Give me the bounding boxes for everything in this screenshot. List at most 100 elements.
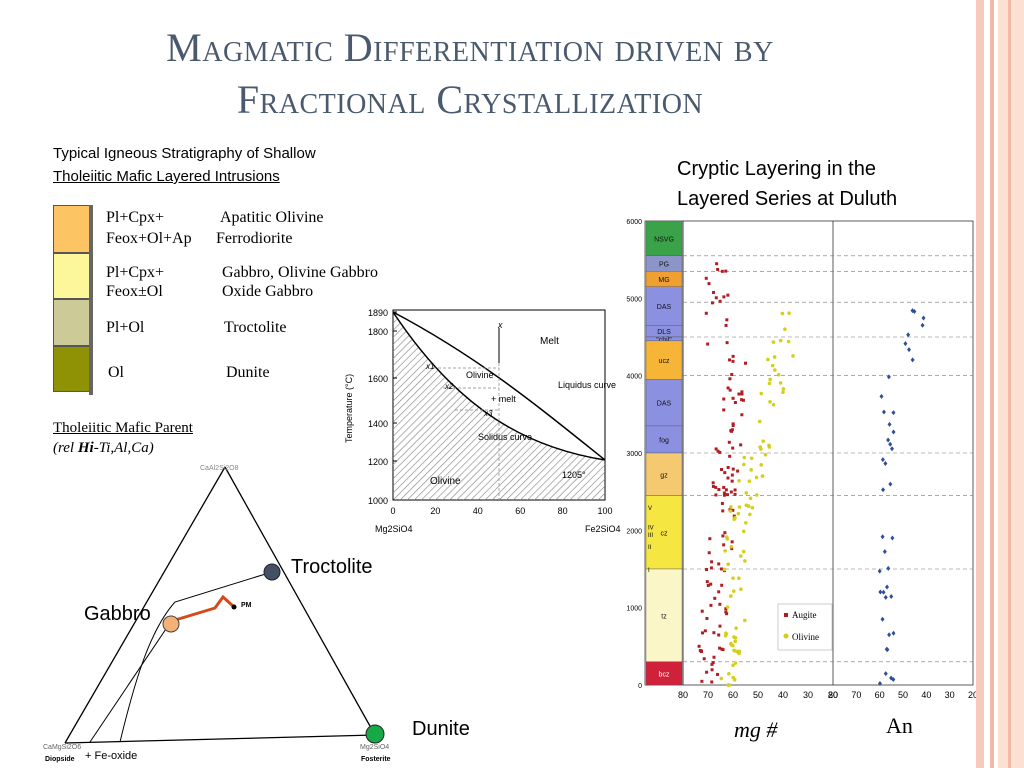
augite-point (712, 631, 716, 635)
augite-point (713, 596, 717, 600)
phase-y-tick: 1200 (368, 457, 388, 467)
olivine-point (749, 456, 754, 461)
duluth-unit: ucz (645, 340, 683, 380)
an-point (891, 429, 896, 435)
augite-point (731, 446, 735, 450)
zone-roman-label: II (648, 545, 652, 551)
zone-roman-label: III (648, 533, 653, 539)
layer1-rock-2: Ferrodiorite (216, 230, 293, 247)
troctolite-label: Troctolite (291, 556, 373, 578)
olivine-point (729, 545, 734, 549)
augite-point (702, 657, 706, 661)
olivine-point (724, 632, 729, 636)
an-point (888, 481, 893, 487)
an-point (880, 616, 885, 622)
augite-point (731, 359, 735, 363)
legend-olivine-swatch (783, 633, 789, 639)
augite-point (730, 540, 734, 544)
olivine-point (768, 399, 772, 404)
troctolite-point (263, 563, 281, 581)
augite-point (712, 655, 716, 659)
title-line-2: Fractional Crystallization (236, 77, 704, 122)
augite-point (710, 560, 714, 564)
phase-x-tick: 40 (473, 506, 483, 516)
augite-point (705, 670, 709, 674)
augite-point (743, 361, 747, 365)
augite-point (718, 299, 722, 303)
augite-point (730, 547, 734, 551)
olivine-point (734, 626, 738, 630)
x1-label: x1 (425, 362, 434, 371)
svg-text:gz: gz (660, 472, 668, 479)
olivine-point (728, 509, 733, 513)
olivine-point (723, 549, 727, 553)
augite-point (730, 473, 734, 477)
augite-point (714, 296, 718, 300)
stratigraphy-heading-2: Tholeiitic Mafic Layered Intrusions (53, 168, 280, 185)
augite-point (714, 485, 718, 489)
olivine-point (748, 496, 753, 501)
dunite-label: Dunite (412, 718, 470, 740)
an-point (907, 347, 912, 353)
augite-point (722, 295, 726, 299)
an-point (906, 332, 911, 338)
ternary-top-label: CaAl2Si2O8 (200, 465, 239, 472)
olivine-point (736, 511, 741, 516)
augite-point (724, 323, 728, 327)
an-point (921, 315, 926, 321)
duluth-horizontal-lines (683, 255, 973, 663)
an-point (883, 671, 888, 677)
olivine-point (744, 521, 748, 525)
olivine-point (754, 493, 759, 497)
augite-point (712, 290, 716, 294)
olivine-point (791, 354, 795, 358)
an-tick: 40 (921, 690, 931, 700)
an-point (882, 549, 887, 555)
x-right-endmember: Fe2SiO4 (585, 524, 621, 534)
an-point (880, 534, 885, 540)
duluth-unit: gz (645, 452, 683, 496)
augite-point (711, 481, 715, 485)
decor-stripe-3 (998, 0, 1024, 768)
an-tick: 70 (851, 690, 861, 700)
phase-x-tick: 0 (390, 506, 395, 516)
an-tick: 50 (898, 690, 908, 700)
olivine-point (772, 355, 777, 359)
augite-point (718, 624, 722, 628)
mg-tick: 40 (778, 690, 788, 700)
augite-point (718, 602, 722, 606)
olivine-series (719, 311, 795, 687)
olivine-point (749, 468, 753, 472)
svg-text:DAS: DAS (657, 304, 672, 311)
an-point (890, 535, 895, 541)
olivine-point (759, 463, 764, 467)
duluth-units: NSVG PG MG DAS DLS"chil" ucz DAS fog gz cz tz bcz V I… (645, 220, 683, 686)
mg-tick: 30 (803, 690, 813, 700)
olivine-point (730, 643, 734, 647)
t1205-label: 1205° (562, 470, 586, 480)
augite-point (731, 422, 735, 426)
duluth-unit: MG (645, 271, 683, 287)
augite-point (724, 607, 728, 611)
augite-point (725, 341, 729, 345)
layer1-assemblage-1: Pl+Cpx+ (106, 209, 165, 226)
svg-text:NSVG: NSVG (654, 236, 674, 243)
augite-point (733, 492, 737, 496)
duluth-unit: bcz (645, 661, 683, 686)
melt-label: Melt (540, 336, 559, 347)
olivine-point (748, 512, 752, 517)
an-point (891, 410, 896, 416)
duluth-section: 6000 5000 4000 3000 2000 1000 0 NSVG PG MG DAS DLS… (626, 219, 976, 742)
augite-point (709, 582, 713, 586)
zone-roman-label: V (648, 506, 652, 512)
augite-point (707, 282, 711, 286)
augite-point (709, 603, 713, 607)
augite-point (724, 610, 728, 614)
augite-point (710, 662, 714, 666)
olivine-point (754, 475, 759, 480)
augite-point (714, 493, 718, 497)
crystallization-path (171, 594, 235, 623)
ternary-right-name: Fosterite (361, 756, 391, 763)
phase-y-tick: 1400 (368, 419, 388, 429)
liquidus-curve (392, 311, 606, 461)
